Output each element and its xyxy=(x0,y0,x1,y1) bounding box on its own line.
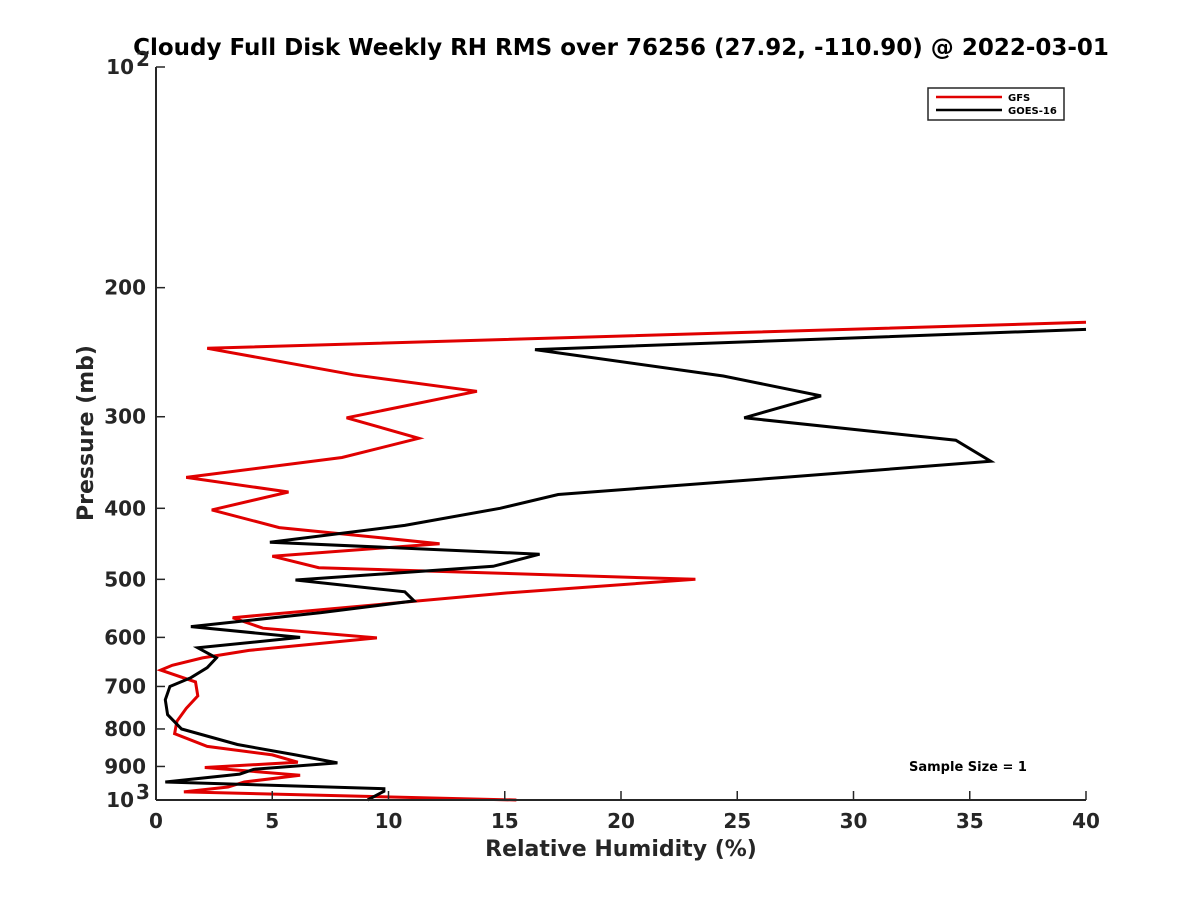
chart-title: Cloudy Full Disk Weekly RH RMS over 7625… xyxy=(133,35,1109,61)
y-tick-exponent: 2 xyxy=(136,47,150,71)
legend-box xyxy=(927,87,1065,121)
y-tick-label: 10 xyxy=(106,55,134,79)
series-line-goes16 xyxy=(163,327,1087,802)
y-tick-label: 800 xyxy=(104,717,146,741)
x-tick-label: 35 xyxy=(956,809,984,833)
legend-label-goes16: GOES-16 xyxy=(1008,106,1057,117)
series-layer xyxy=(156,320,1087,802)
legend: GFS GOES-16 xyxy=(927,87,1065,121)
series-line-gfs xyxy=(156,320,1087,802)
x-ticks: 0 5 10 15 20 25 30 35 40 xyxy=(149,791,1100,833)
x-axis-label: Relative Humidity (%) xyxy=(485,837,757,862)
x-tick-label: 20 xyxy=(607,809,635,833)
y-tick-label: 900 xyxy=(104,754,146,778)
x-tick-label: 0 xyxy=(149,809,163,833)
y-tick-label: 200 xyxy=(104,276,146,300)
y-axis-label: Pressure (mb) xyxy=(74,345,99,521)
y-tick-label: 600 xyxy=(104,625,146,649)
x-tick-label: 40 xyxy=(1072,809,1100,833)
y-tick-label: 500 xyxy=(104,567,146,591)
x-tick-label: 10 xyxy=(375,809,403,833)
x-tick-label: 5 xyxy=(265,809,279,833)
y-tick-label: 700 xyxy=(104,674,146,698)
y-tick-label: 400 xyxy=(104,496,146,520)
x-tick-label: 30 xyxy=(840,809,868,833)
sample-size-annotation: Sample Size = 1 xyxy=(909,760,1027,775)
legend-label-gfs: GFS xyxy=(1008,93,1030,104)
y-tick-exponent: 3 xyxy=(136,780,150,804)
x-tick-label: 25 xyxy=(723,809,751,833)
y-tick-label: 10 xyxy=(106,788,134,812)
x-tick-label: 15 xyxy=(491,809,519,833)
y-tick-label: 300 xyxy=(104,405,146,429)
